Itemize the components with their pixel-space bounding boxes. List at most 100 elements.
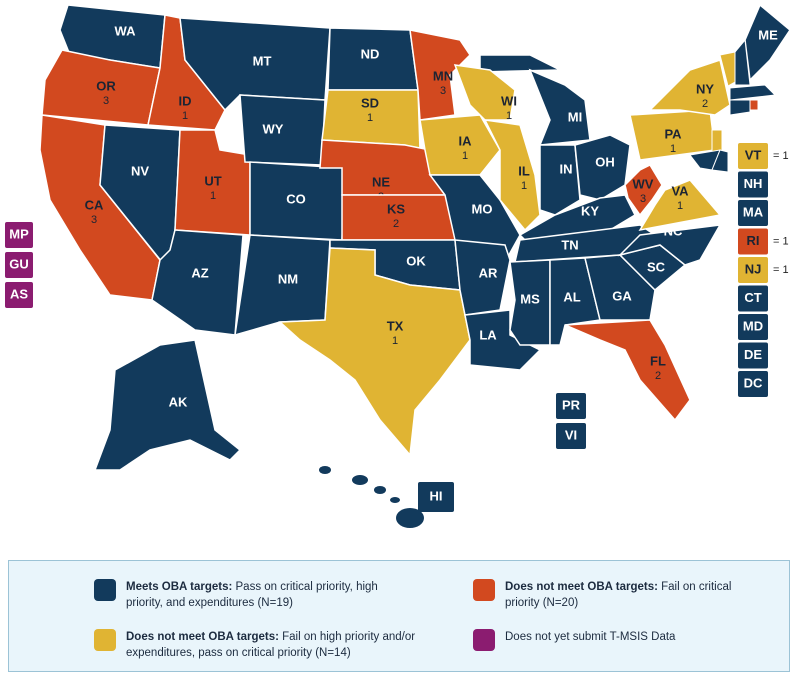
box-label: MD <box>743 318 763 333</box>
legend-swatch <box>473 579 495 601</box>
state-shape <box>638 179 722 232</box>
legend-desc: Does not yet submit T-MSIS Data <box>505 631 676 643</box>
island <box>390 497 400 503</box>
state-box <box>738 314 768 340</box>
island <box>374 486 386 494</box>
state-label: MI <box>568 109 582 124</box>
state-shape <box>729 84 777 101</box>
state-label: KY <box>581 203 599 218</box>
state-shape <box>528 68 591 146</box>
state-label: ID <box>179 93 192 108</box>
state-count: 1 <box>677 200 683 212</box>
state-label: AK <box>169 394 188 409</box>
legend-item: Does not yet submit T-MSIS Data <box>473 629 745 651</box>
legend-text: Does not yet submit T-MSIS Data <box>505 629 745 645</box>
box-label: CT <box>744 290 761 305</box>
box-note: = 1 <box>773 235 789 247</box>
state-label: MO <box>472 201 493 216</box>
legend-desc: Pass on critical priority, high priority… <box>126 581 378 609</box>
territory-box <box>556 423 586 449</box>
state-shape <box>744 3 791 82</box>
state-label: NV <box>131 163 149 178</box>
territory-label: PR <box>562 397 581 412</box>
state-label: ME <box>758 27 778 42</box>
state-label: AL <box>563 289 580 304</box>
state-box <box>738 285 768 312</box>
state-label: IL <box>518 163 530 178</box>
box-note: = 1 <box>773 264 789 276</box>
state-label: AR <box>479 265 498 280</box>
island <box>396 508 424 528</box>
state-count: 1 <box>462 150 468 162</box>
territory-label: VI <box>565 427 577 442</box>
state-shape <box>428 174 521 263</box>
state-box <box>738 257 768 283</box>
state-shape <box>617 224 722 266</box>
state-label: MS <box>520 291 540 306</box>
legend-text: Meets OBA targets: Pass on critical prio… <box>126 579 386 611</box>
legend-bold: Does not meet OBA targets: <box>505 581 658 593</box>
territory-box <box>418 482 454 512</box>
state-label: WA <box>115 23 137 38</box>
territory-label: MP <box>9 226 29 241</box>
legend-swatch <box>473 629 495 651</box>
state-count: 3 <box>91 214 97 226</box>
state-label: KS <box>387 201 405 216</box>
state-count: 2 <box>655 370 661 382</box>
territory-label: AS <box>10 286 28 301</box>
state-shape <box>483 119 541 232</box>
state-label: OK <box>406 253 426 268</box>
state-label: WI <box>501 93 517 108</box>
state-label: GA <box>612 288 632 303</box>
state-label: NE <box>372 174 390 189</box>
state-label: SD <box>361 95 379 110</box>
territory-box <box>5 222 33 248</box>
box-label: VT <box>745 147 762 162</box>
state-shape <box>278 247 471 457</box>
state-shape <box>648 59 731 116</box>
state-shape <box>454 239 511 316</box>
state-label: MN <box>433 68 453 83</box>
state-count: 1 <box>670 143 676 155</box>
state-label: NM <box>278 271 298 286</box>
state-label: CO <box>286 191 306 206</box>
state-count: 1 <box>392 335 398 347</box>
state-count: 3 <box>103 95 109 107</box>
state-shape <box>584 254 656 321</box>
box-label: NH <box>744 176 763 191</box>
state-shape <box>564 319 691 422</box>
box-label: RI <box>747 233 760 248</box>
state-label: OH <box>595 154 615 169</box>
legend-bold: Does not meet OBA targets: <box>126 631 279 643</box>
box-label: MA <box>743 204 764 219</box>
legend: Meets OBA targets: Pass on critical prio… <box>8 560 790 672</box>
state-label: IA <box>459 133 473 148</box>
state-shape <box>734 38 751 86</box>
state-shape <box>749 99 759 111</box>
box-label: DE <box>744 347 762 362</box>
state-count: 2 <box>702 98 708 110</box>
state-box <box>738 143 768 169</box>
state-shape <box>453 64 516 121</box>
island <box>319 466 331 474</box>
territory-box <box>5 282 33 308</box>
box-label: DC <box>744 375 763 390</box>
territory-label: HI <box>430 488 443 503</box>
state-shape <box>464 309 542 371</box>
state-label: WV <box>633 176 654 191</box>
state-count: 3 <box>440 85 446 97</box>
state-count: 2 <box>393 218 399 230</box>
box-label: NJ <box>745 261 762 276</box>
state-label: NC <box>664 223 683 238</box>
island <box>352 475 368 485</box>
legend-text: Does not meet OBA targets: Fail on criti… <box>505 579 745 611</box>
state-count: 1 <box>182 110 188 122</box>
state-shape <box>479 54 561 73</box>
state-label: CA <box>85 197 104 212</box>
state-label: WY <box>263 121 284 136</box>
territory-box <box>5 252 33 278</box>
state-label: VA <box>671 183 689 198</box>
state-shape <box>539 144 581 216</box>
state-label: SC <box>647 259 666 274</box>
